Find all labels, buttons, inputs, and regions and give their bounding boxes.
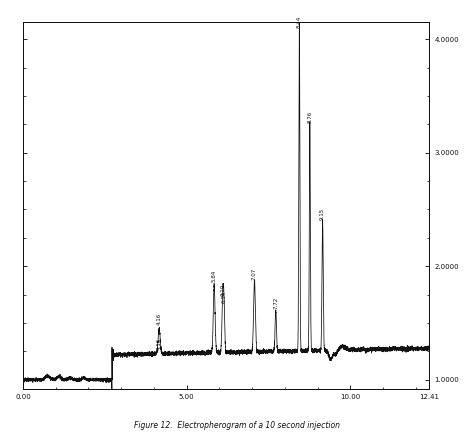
Text: 4.16: 4.16 [156, 338, 162, 350]
Text: 6.10: 6.10 [220, 283, 225, 296]
Text: 4.16: 4.16 [156, 313, 162, 325]
Text: 8.44: 8.44 [297, 16, 302, 28]
Text: 7.07: 7.07 [252, 267, 257, 280]
Text: 5.84: 5.84 [212, 270, 217, 282]
Text: 7.72: 7.72 [273, 297, 278, 309]
Text: 8.76: 8.76 [307, 111, 312, 123]
Text: 9.15: 9.15 [320, 207, 325, 220]
Text: Figure 12.  Electropherogram of a 10 second injection: Figure 12. Electropherogram of a 10 seco… [134, 421, 340, 430]
Text: 6.14: 6.14 [221, 290, 227, 302]
